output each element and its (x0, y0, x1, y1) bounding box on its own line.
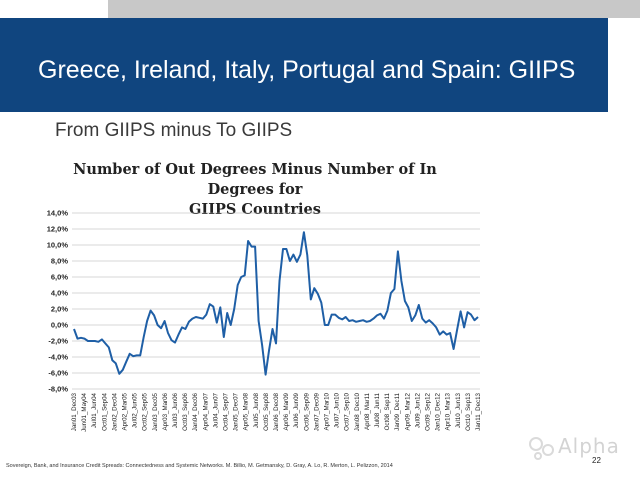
x-tick-label: Apr10_Mar13 (445, 392, 452, 430)
series-line (73, 231, 479, 376)
citation-footer: Sovereign, Bank, and Insurance Credit Sp… (6, 463, 393, 469)
y-tick-label: 4,0% (51, 289, 68, 298)
x-tick-label: Apr07_Mar10 (324, 392, 331, 430)
y-tick-label: -2,0% (48, 337, 68, 346)
y-tick-label: -8,0% (48, 385, 68, 394)
alpha-logo-icon (529, 437, 554, 460)
x-tick-label: Jul01_Jun04 (91, 392, 98, 428)
x-tick-label: Oct10_Sep13 (465, 392, 472, 430)
x-tick-label: Jul10_Jun13 (455, 392, 462, 428)
x-tick-label: Oct03_Sep06 (182, 392, 189, 430)
y-tick-label: 14,0% (47, 209, 69, 218)
top-strip (0, 0, 640, 18)
x-tick-label: Apr05_Mar08 (243, 392, 250, 430)
y-tick-label: 2,0% (51, 305, 68, 314)
chart-title-line-1: Number of Out Degrees Minus Number of In… (73, 161, 437, 198)
x-tick-label: Jan09_Dec11 (394, 392, 401, 430)
y-tick-label: 0,0% (51, 321, 68, 330)
slide-subtitle: From GIIPS minus To GIIPS (55, 120, 293, 141)
x-tick-label: Jan05_Dec07 (233, 392, 240, 431)
x-tick-label: Oct08_Sep11 (384, 392, 391, 430)
y-tick-label: 10,0% (47, 241, 69, 250)
x-tick-label: Jul04_Jun07 (212, 392, 219, 428)
top-grey-bar (108, 0, 640, 18)
y-tick-label: -4,0% (48, 353, 68, 362)
x-tick-label: Jul07_Jun10 (334, 392, 341, 428)
x-tick-label: Jan03_Dec05 (152, 392, 159, 431)
x-tick-label: Oct05_Sep08 (263, 392, 270, 430)
series-layer (73, 231, 479, 376)
chart-title-line-2: GIIPS Countries (189, 201, 321, 218)
grid-lines (72, 212, 480, 390)
chart-title: Number of Out Degrees Minus Number of In… (40, 160, 470, 220)
x-tick-label: Apr02_Mar05 (122, 392, 129, 430)
x-axis-tick-labels: Jan01_Dec03 Jun01_May04 Jul01_Jun04 Oct01_S… (71, 392, 482, 431)
line-chart: 14,0% 12,0% 10,0% 8,0% 6,0% 4,0% 2,0% 0,0% -2,0%… (47, 209, 482, 432)
x-tick-label: Jan02_Dec04 (111, 392, 118, 431)
page-number: 22 (592, 456, 601, 465)
title-banner: Greece, Ireland, Italy, Portugal and Spa… (0, 18, 608, 112)
x-tick-label: Oct04_Sep07 (223, 392, 230, 430)
x-tick-label: Apr06_Mar09 (283, 392, 290, 430)
x-tick-label: Oct06_Sep09 (303, 392, 310, 430)
y-tick-label: 12,0% (47, 225, 69, 234)
x-tick-label: Oct02_Sep05 (142, 392, 149, 430)
x-tick-label: Jan01_Dec03 (71, 392, 78, 431)
x-tick-label: Apr04_Mar07 (202, 392, 209, 430)
x-tick-label: Apr08_Mar11 (364, 392, 371, 430)
slide-title: Greece, Ireland, Italy, Portugal and Spa… (38, 56, 576, 84)
alpha-watermark-logo: Alpha (524, 430, 624, 466)
x-tick-label: Jul06_Jun09 (293, 392, 300, 428)
x-tick-label: Jan06_Dec08 (273, 392, 280, 431)
x-tick-label: Jan07_Dec09 (313, 392, 320, 431)
x-tick-label: Jul03_Jun06 (172, 392, 179, 428)
y-tick-label: 6,0% (51, 273, 68, 282)
x-tick-label: Jan08_Dec10 (354, 392, 361, 431)
x-tick-label: Oct09_Sep12 (425, 392, 432, 430)
y-tick-label: 8,0% (51, 257, 68, 266)
x-tick-label: Jun01_May04 (81, 392, 88, 431)
x-tick-label: Oct01_Sep04 (101, 392, 108, 430)
x-tick-label: Jul05_Jun08 (253, 392, 260, 428)
x-tick-label: Jul02_Jun05 (132, 392, 139, 428)
x-tick-label: Jul09_Jun12 (414, 392, 421, 428)
watermark-text: Alpha (558, 434, 620, 458)
y-axis-tick-labels: 14,0% 12,0% 10,0% 8,0% 6,0% 4,0% 2,0% 0,0% -2,0%… (47, 209, 69, 394)
y-tick-label: -6,0% (48, 369, 68, 378)
x-tick-label: Jan10_Dec12 (435, 392, 442, 431)
x-tick-label: Jan04_Dec06 (192, 392, 199, 431)
x-tick-label: Apr09_Mar12 (404, 392, 411, 430)
x-tick-label: Jul08_Jun11 (374, 392, 381, 427)
x-tick-label: Jan11_Dec13 (475, 392, 482, 430)
x-tick-label: Apr03_Mar06 (162, 392, 169, 430)
x-tick-label: Oct07_Sep10 (344, 392, 351, 430)
